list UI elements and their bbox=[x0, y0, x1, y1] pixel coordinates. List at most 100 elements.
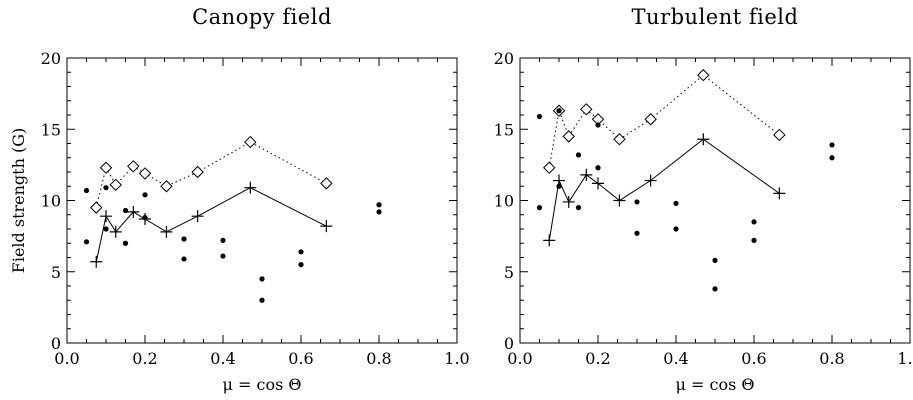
turbulent-series-dotted-line bbox=[548, 74, 780, 168]
turbulent-data-point bbox=[575, 205, 582, 211]
turbulent-data-point bbox=[712, 286, 718, 292]
canopy-data-point bbox=[103, 226, 109, 232]
canopy-data-point bbox=[142, 215, 148, 221]
canopy-ytick-label: 0 bbox=[51, 334, 61, 353]
canopy-diamond-marker bbox=[191, 165, 204, 179]
canopy-data-point bbox=[376, 209, 382, 215]
turbulent-ytick-label: 20 bbox=[494, 49, 514, 68]
canopy-chart-title: Canopy field bbox=[192, 5, 332, 29]
canopy-xtick-label: 0.2 bbox=[132, 349, 157, 368]
turbulent-data-point bbox=[634, 199, 640, 205]
turbulent-plus-marker bbox=[697, 133, 710, 146]
canopy-x-axis-label: μ = cos Θ bbox=[223, 375, 302, 394]
turbulent-ytick-label: 5 bbox=[504, 263, 514, 282]
turbulent-data-point bbox=[751, 219, 757, 225]
turbulent-data-point bbox=[673, 200, 679, 206]
turbulent-data-point bbox=[575, 152, 582, 158]
turbulent-plus-marker bbox=[562, 195, 575, 208]
turbulent-data-point bbox=[556, 108, 562, 114]
turbulent-plus-marker bbox=[543, 234, 556, 247]
canopy-diamond-marker bbox=[244, 135, 257, 149]
canopy-data-point bbox=[83, 239, 90, 245]
canopy-diamond-marker bbox=[320, 177, 333, 190]
turbulent-data-point bbox=[595, 122, 601, 128]
canopy-xtick-label: 0.4 bbox=[210, 349, 235, 368]
turbulent-x-axis-label: μ = cos Θ bbox=[676, 375, 755, 394]
turbulent-data-point bbox=[829, 142, 835, 148]
turbulent-diamond-marker bbox=[562, 130, 575, 143]
turbulent-plus-marker bbox=[592, 177, 604, 190]
canopy-diamond-marker bbox=[90, 201, 103, 214]
canopy-plus-marker bbox=[90, 255, 103, 268]
canopy-plus-marker bbox=[244, 181, 257, 194]
canopy-series-solid-line bbox=[95, 187, 327, 262]
canopy-plus-marker bbox=[127, 205, 140, 218]
turbulent-data-point bbox=[556, 183, 562, 189]
canopy-data-point bbox=[298, 262, 304, 268]
turbulent-series-solid-line bbox=[548, 138, 780, 241]
turbulent-data-point bbox=[712, 257, 718, 263]
canopy-data-point bbox=[181, 236, 187, 242]
turbulent-data-point bbox=[536, 205, 543, 211]
canopy-data-point bbox=[376, 202, 382, 208]
canopy-diamond-marker bbox=[160, 180, 173, 193]
turbulent-xtick-label: 1.0 bbox=[897, 349, 913, 368]
turbulent-data-point bbox=[634, 230, 640, 236]
turbulent-diamond-marker bbox=[773, 128, 786, 142]
canopy-data-point bbox=[220, 237, 226, 243]
turbulent-xtick-label: 0.0 bbox=[507, 349, 532, 368]
canopy-data-point bbox=[142, 192, 148, 198]
canopy-diamond-marker bbox=[127, 160, 140, 173]
turbulent-diamond-marker bbox=[613, 133, 626, 146]
canopy-plus-marker bbox=[191, 210, 204, 223]
canopy-data-point bbox=[103, 185, 109, 191]
canopy-data-point bbox=[181, 256, 187, 262]
canopy-plus-marker bbox=[100, 210, 112, 223]
turbulent-chart-title: Turbulent field bbox=[632, 5, 799, 29]
canopy-data-point bbox=[122, 207, 129, 214]
canopy-plus-marker bbox=[320, 220, 333, 233]
turbulent-diamond-marker bbox=[697, 68, 710, 82]
canopy-xtick-label: 0.0 bbox=[54, 349, 79, 368]
canopy-plus-marker bbox=[109, 225, 122, 238]
canopy-ytick-label: 10 bbox=[41, 192, 61, 211]
canopy-ytick-label: 15 bbox=[41, 120, 61, 139]
canopy-y-axis-label: Field strength (G) bbox=[9, 128, 28, 274]
canopy-plus-marker bbox=[160, 225, 173, 238]
turbulent-diamond-marker bbox=[644, 113, 657, 126]
canopy-xtick-label: 0.6 bbox=[288, 349, 313, 368]
turbulent-data-point bbox=[751, 237, 757, 243]
turbulent-data-point bbox=[595, 165, 601, 171]
canopy-diamond-marker bbox=[138, 167, 152, 180]
turbulent-xtick-label: 0.8 bbox=[819, 349, 844, 368]
turbulent-plus-marker bbox=[613, 194, 626, 207]
canopy-ytick-label: 5 bbox=[51, 263, 61, 282]
turbulent-plus-marker bbox=[644, 174, 657, 187]
turbulent-xtick-label: 0.4 bbox=[663, 349, 688, 368]
turbulent-plus-marker bbox=[580, 168, 593, 181]
canopy-data-point bbox=[122, 240, 129, 246]
canopy-data-point bbox=[259, 297, 265, 303]
turbulent-data-point bbox=[673, 226, 679, 232]
turbulent-ytick-label: 10 bbox=[494, 192, 514, 211]
canopy-series-dotted-line bbox=[95, 141, 327, 208]
canopy-xtick-label: 0.8 bbox=[366, 349, 391, 368]
turbulent-plus-marker bbox=[773, 187, 786, 200]
turbulent-xtick-label: 0.6 bbox=[741, 349, 766, 368]
canopy-diamond-marker bbox=[99, 161, 113, 174]
turbulent-diamond-marker bbox=[580, 103, 593, 116]
canopy-data-point bbox=[220, 253, 226, 259]
turbulent-data-point bbox=[829, 155, 835, 161]
turbulent-xtick-label: 0.2 bbox=[585, 349, 610, 368]
turbulent-ytick-label: 15 bbox=[494, 120, 514, 139]
turbulent-data-point bbox=[536, 113, 543, 120]
canopy-data-point bbox=[83, 187, 90, 194]
canopy-diamond-marker bbox=[109, 178, 122, 192]
turbulent-diamond-marker bbox=[543, 161, 556, 174]
turbulent-ytick-label: 0 bbox=[504, 334, 514, 353]
canopy-ytick-label: 20 bbox=[41, 49, 61, 68]
canopy-data-point bbox=[298, 249, 304, 255]
canopy-xtick-label: 1.0 bbox=[444, 349, 469, 368]
canopy-data-point bbox=[259, 276, 265, 282]
